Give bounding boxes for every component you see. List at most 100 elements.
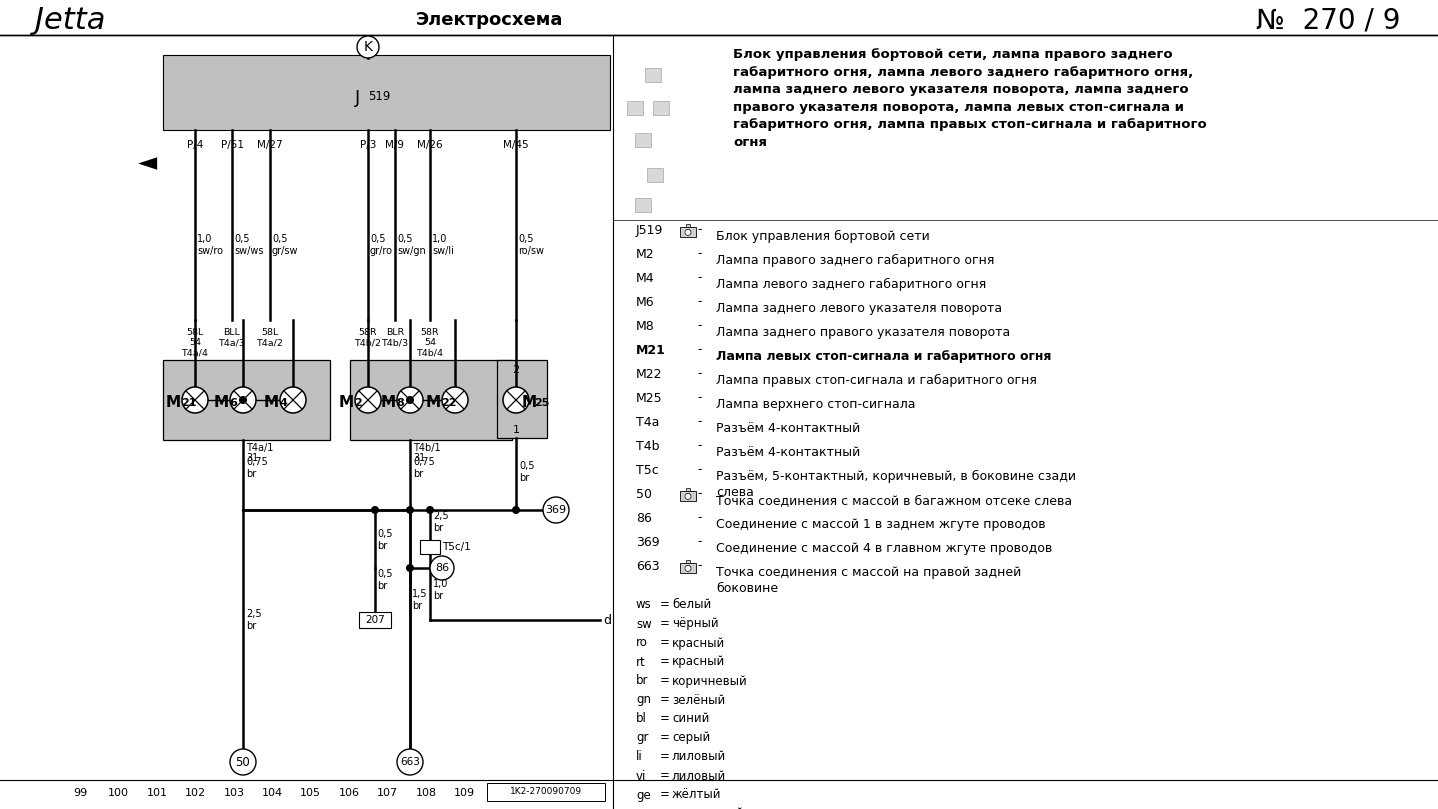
Text: 105: 105 xyxy=(301,788,321,798)
Text: чёрный: чёрный xyxy=(672,617,719,630)
Bar xyxy=(349,360,512,440)
Text: or: or xyxy=(636,807,649,809)
Text: 1,0
sw/ro: 1,0 sw/ro xyxy=(197,234,223,256)
Text: Соединение с массой 4 в главном жгуте проводов: Соединение с массой 4 в главном жгуте пр… xyxy=(716,542,1053,555)
Text: Разъём 4-контактный: Разъём 4-контактный xyxy=(716,422,860,435)
Circle shape xyxy=(371,506,380,514)
Text: оранжевый: оранжевый xyxy=(672,807,743,809)
Text: 369: 369 xyxy=(545,505,567,515)
Text: =: = xyxy=(660,751,670,764)
Text: коричневый: коричневый xyxy=(672,675,748,688)
Text: M/9: M/9 xyxy=(385,140,404,150)
Text: 0,5
ro/sw: 0,5 ro/sw xyxy=(518,234,544,256)
Text: белый: белый xyxy=(672,599,712,612)
Text: -: - xyxy=(697,344,702,357)
Bar xyxy=(686,561,690,563)
Text: 0,75
br: 0,75 br xyxy=(246,457,267,479)
Text: 1,5
br: 1,5 br xyxy=(413,589,427,611)
Bar xyxy=(686,489,690,491)
Circle shape xyxy=(512,506,521,514)
Text: Лампа правого заднего габаритного огня: Лампа правого заднего габаритного огня xyxy=(716,254,994,267)
Text: 58L
T4a/2: 58L T4a/2 xyxy=(256,328,283,347)
Text: 1: 1 xyxy=(512,425,519,435)
Text: 106: 106 xyxy=(339,788,360,798)
Text: 0,5
br: 0,5 br xyxy=(377,570,393,591)
Text: 2,5
br: 2,5 br xyxy=(433,511,449,533)
Text: №  270 / 9: № 270 / 9 xyxy=(1255,6,1401,34)
Text: 86: 86 xyxy=(434,563,449,573)
Text: Блок управления бортовой сети, лампа правого заднего
габаритного огня, лампа лев: Блок управления бортовой сети, лампа пра… xyxy=(733,48,1206,149)
Text: Jetta: Jetta xyxy=(35,6,105,35)
Text: M: M xyxy=(426,395,441,409)
Bar xyxy=(162,360,329,440)
Text: 22: 22 xyxy=(441,398,456,408)
Text: -: - xyxy=(697,320,702,332)
Text: 111: 111 xyxy=(531,788,552,798)
Text: P/51: P/51 xyxy=(220,140,243,150)
Text: 2: 2 xyxy=(354,398,362,408)
Text: =: = xyxy=(660,675,670,688)
Text: gn: gn xyxy=(636,693,651,706)
Text: 0,75
br: 0,75 br xyxy=(413,457,434,479)
Text: -: - xyxy=(697,223,702,236)
Text: Точка соединения с массой на правой задней
боковине: Точка соединения с массой на правой задн… xyxy=(716,566,1021,595)
Text: T4a: T4a xyxy=(636,416,660,429)
Bar xyxy=(636,133,651,147)
Text: vi: vi xyxy=(636,769,646,782)
Text: M/26: M/26 xyxy=(417,140,443,150)
Text: Лампа правых стоп-сигнала и габаритного огня: Лампа правых стоп-сигнала и габаритного … xyxy=(716,374,1037,387)
Text: 112: 112 xyxy=(569,788,591,798)
Circle shape xyxy=(441,387,467,413)
Text: 663: 663 xyxy=(400,757,420,767)
Text: 21: 21 xyxy=(181,398,197,408)
Text: P/3: P/3 xyxy=(360,140,377,150)
Text: 58R
T4b/2: 58R T4b/2 xyxy=(355,328,381,347)
Text: =: = xyxy=(660,769,670,782)
Circle shape xyxy=(503,387,529,413)
Text: =: = xyxy=(660,693,670,706)
Circle shape xyxy=(357,36,380,58)
Circle shape xyxy=(355,387,381,413)
Text: 102: 102 xyxy=(186,788,206,798)
Text: M25: M25 xyxy=(636,392,663,404)
Text: Лампа левых стоп-сигнала и габаритного огня: Лампа левых стоп-сигнала и габаритного о… xyxy=(716,350,1051,363)
Text: Лампа верхнего стоп-сигнала: Лампа верхнего стоп-сигнала xyxy=(716,398,916,411)
Circle shape xyxy=(684,493,692,499)
Text: зелёный: зелёный xyxy=(672,693,725,706)
Text: 101: 101 xyxy=(147,788,167,798)
Circle shape xyxy=(406,564,414,572)
Circle shape xyxy=(230,749,256,775)
Text: 207: 207 xyxy=(365,615,385,625)
Text: -: - xyxy=(697,488,702,501)
Text: 58L
54
T4a/4: 58L 54 T4a/4 xyxy=(181,328,209,357)
Circle shape xyxy=(406,506,414,514)
Text: 107: 107 xyxy=(377,788,398,798)
Text: Разъём, 5-контактный, коричневый, в боковине сзади
слева: Разъём, 5-контактный, коричневый, в боко… xyxy=(716,470,1076,499)
Bar xyxy=(646,68,661,82)
Circle shape xyxy=(280,387,306,413)
Text: M: M xyxy=(265,395,279,409)
Text: -: - xyxy=(697,367,702,380)
Text: 0,5
sw/ws: 0,5 sw/ws xyxy=(234,234,263,256)
Text: Лампа левого заднего габаритного огня: Лампа левого заднего габаритного огня xyxy=(716,278,986,291)
Text: Точка соединения с массой в багажном отсеке слева: Точка соединения с массой в багажном отс… xyxy=(716,494,1073,523)
Text: M21: M21 xyxy=(636,344,666,357)
Text: 1,0
sw/li: 1,0 sw/li xyxy=(431,234,454,256)
Text: M/45: M/45 xyxy=(503,140,529,150)
Text: 519: 519 xyxy=(368,90,390,103)
Text: жёлтый: жёлтый xyxy=(672,789,722,802)
Text: T4b/1: T4b/1 xyxy=(413,443,440,453)
Text: красный: красный xyxy=(672,655,725,668)
Text: 108: 108 xyxy=(416,788,437,798)
Text: 99: 99 xyxy=(73,788,88,798)
Text: 663: 663 xyxy=(636,560,660,573)
Text: =: = xyxy=(660,655,670,668)
Text: 50: 50 xyxy=(636,488,651,501)
Circle shape xyxy=(239,396,247,404)
Text: 4: 4 xyxy=(279,398,286,408)
Text: -: - xyxy=(697,272,702,285)
Text: лиловый: лиловый xyxy=(672,769,726,782)
Text: J519: J519 xyxy=(636,223,663,236)
Bar xyxy=(420,540,440,554)
Text: ro: ro xyxy=(636,637,649,650)
